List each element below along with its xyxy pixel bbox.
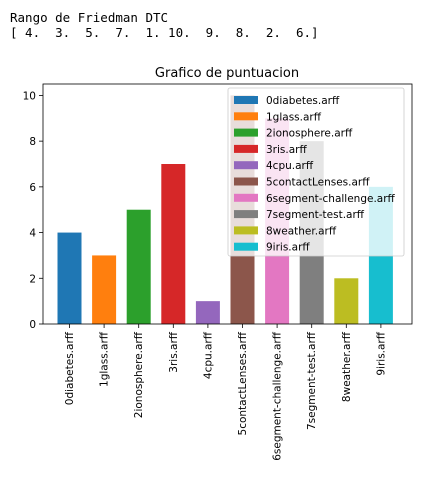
bar (126, 209, 151, 324)
legend-label: 1glass.arff (266, 111, 322, 123)
x-tick-label: 8weather.arff (341, 331, 353, 402)
x-tick-label: 3ris.arff (168, 331, 180, 372)
y-tick-label: 2 (29, 273, 36, 285)
legend-swatch (234, 96, 258, 104)
y-axis: 0 2 4 6 8 10 (23, 90, 43, 331)
bar (92, 255, 117, 324)
legend-swatch (234, 226, 258, 235)
y-tick-label: 0 (29, 319, 36, 331)
legend-swatch (234, 161, 258, 170)
x-tick-label: 6segment-challenge.arff (272, 331, 284, 461)
legend-swatch (234, 128, 258, 137)
legend-swatch (234, 210, 258, 219)
x-tick-label: 2ionosphere.arff (133, 331, 145, 418)
legend-swatch (234, 193, 258, 202)
x-tick-label: 9iris.arff (375, 331, 387, 375)
bar (57, 232, 82, 324)
output-line-ranks: [ 4. 3. 5. 7. 1. 10. 9. 8. 2. 6.] (10, 25, 319, 40)
legend-label: 8weather.arff (266, 225, 337, 237)
x-tick-label: 5contactLenses.arff (237, 331, 249, 435)
legend-swatch (234, 144, 258, 153)
legend-label: 0diabetes.arff (266, 95, 340, 107)
y-tick-label: 8 (29, 136, 36, 148)
y-tick-label: 10 (23, 90, 36, 102)
output-line-title: Rango de Friedman DTC (10, 10, 169, 25)
plot-frame (42, 83, 413, 325)
legend: 0diabetes.arff 1glass.arff 2ionosphere.arf… (227, 87, 405, 257)
legend-label: 2ionosphere.arff (266, 128, 353, 140)
legend-label: 9iris.arff (266, 242, 310, 254)
legend-label: 6segment-challenge.arff (266, 193, 396, 205)
legend-swatch (234, 177, 258, 186)
legend-label: 4cpu.arff (266, 160, 314, 172)
legend-label: 5contactLenses.arff (266, 177, 370, 189)
x-axis: 0diabetes.arff 1glass.arff 2ionosphere.arf… (64, 324, 387, 461)
x-tick-label: 0diabetes.arff (64, 331, 76, 405)
bar (195, 301, 220, 324)
cell-output-text: Rango de Friedman DTC [ 4. 3. 5. 7. 1. 1… (10, 10, 319, 40)
legend-label: 3ris.arff (266, 144, 307, 156)
bar (334, 278, 359, 324)
legend-label: 7segment-test.arff (266, 209, 365, 221)
x-tick-label: 1glass.arff (99, 331, 111, 387)
x-tick-label: 7segment-test.arff (306, 331, 318, 430)
y-tick-label: 4 (29, 228, 36, 240)
legend-swatch (234, 242, 258, 251)
x-tick-label: 4cpu.arff (202, 331, 214, 379)
legend-swatch (234, 112, 258, 121)
bar (161, 164, 186, 324)
legend-box (227, 87, 405, 257)
chart-title: Grafico de puntuacion (155, 66, 299, 81)
y-tick-label: 6 (29, 182, 36, 194)
